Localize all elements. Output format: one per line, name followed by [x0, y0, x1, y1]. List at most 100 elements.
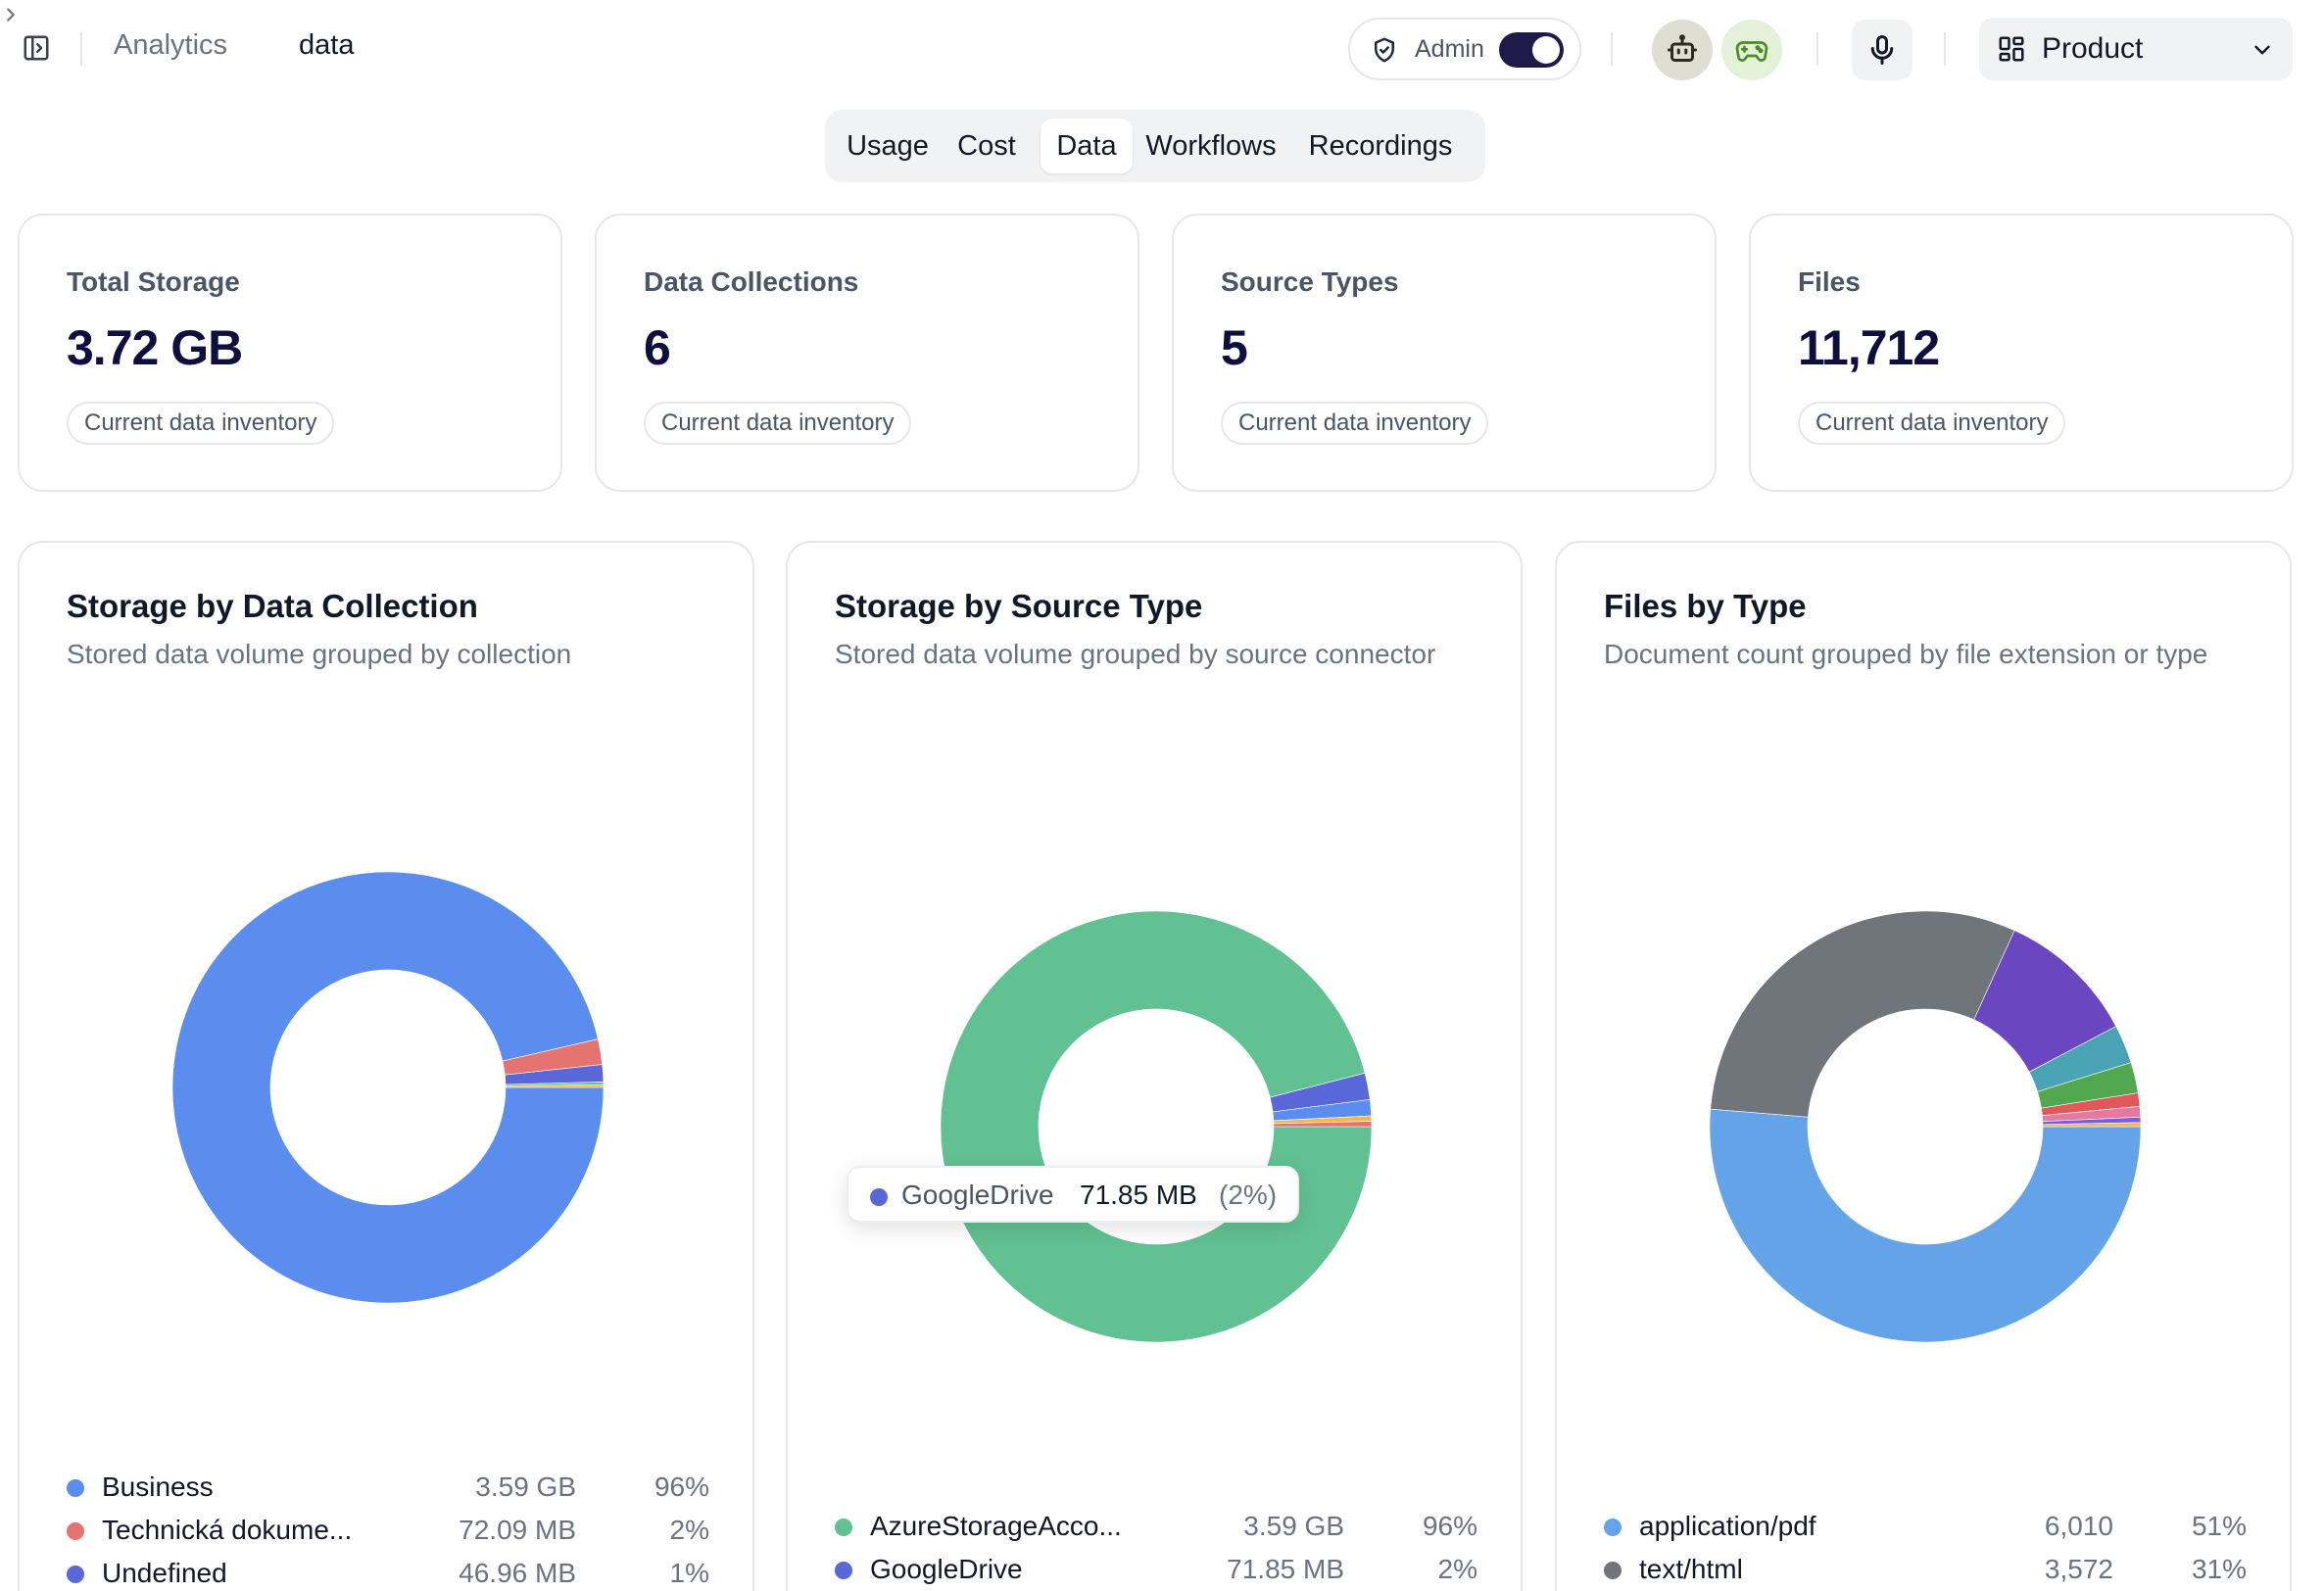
chart-title: Files by Type: [1604, 588, 1807, 624]
donut-chart-files-by-type[interactable]: [1704, 905, 2147, 1348]
chart-card-storage-by-collection: Storage by Data Collection Stored data v…: [18, 541, 754, 1591]
sidebar-toggle-icon[interactable]: [22, 33, 51, 63]
stat-title: Source Types: [1221, 266, 1399, 297]
legend-label: GoogleDrive: [870, 1554, 1023, 1584]
game-button[interactable]: [1721, 20, 1782, 80]
legend-percent: 96%: [654, 1471, 709, 1502]
chart-description: Document count grouped by file extension…: [1604, 639, 2208, 669]
admin-switch[interactable]: [1499, 32, 1564, 68]
legend-item[interactable]: GoogleDrive 71.85 MB 2%: [835, 1550, 1477, 1589]
admin-toggle[interactable]: Admin: [1348, 18, 1581, 80]
stat-card-source-types: Source Types 5 Current data inventory: [1172, 214, 1717, 492]
gamepad-icon: [1735, 41, 1768, 62]
legend-item[interactable]: application/pdf 6,010 51%: [1604, 1507, 2247, 1546]
grid-icon: [1999, 36, 2024, 62]
product-select-label: Product: [2042, 32, 2144, 65]
tab-recordings[interactable]: Recordings: [1308, 130, 1453, 162]
stat-value: 11,712: [1798, 320, 1940, 375]
stat-badge: Current data inventory: [67, 402, 335, 445]
stat-badge: Current data inventory: [644, 402, 912, 445]
legend-dot: [67, 1522, 84, 1540]
donut-chart-storage-by-collection[interactable]: [167, 866, 609, 1309]
legend-item[interactable]: Technická dokume... 72.09 MB 2%: [67, 1511, 709, 1550]
legend-dot: [1604, 1562, 1622, 1579]
tab-usage[interactable]: Usage: [847, 130, 929, 162]
tooltip-label: GoogleDrive: [901, 1180, 1054, 1210]
stat-title: Data Collections: [644, 266, 859, 297]
microphone-button[interactable]: [1852, 20, 1912, 80]
donut-slice-4[interactable]: [505, 1084, 605, 1088]
divider: [80, 32, 82, 66]
divider: [1816, 32, 1818, 66]
tooltip-value: 71.85 MB: [1080, 1180, 1197, 1210]
microphone-icon: [1870, 35, 1894, 65]
legend-dot: [835, 1562, 852, 1579]
legend-value: 46.96 MB: [459, 1558, 576, 1588]
breadcrumb-parent[interactable]: Analytics: [114, 29, 228, 61]
product-select[interactable]: Product: [1979, 18, 2293, 80]
donut-slice-8[interactable]: [2042, 1122, 2142, 1128]
tooltip-percent: (2%): [1219, 1180, 1278, 1210]
legend-percent: 2%: [1437, 1554, 1477, 1584]
chart-card-files-by-type: Files by Type Document count grouped by …: [1555, 541, 2292, 1591]
donut-slice-4[interactable]: [1273, 1121, 1373, 1128]
chart-card-storage-by-source: Storage by Source Type Stored data volum…: [786, 541, 1523, 1591]
donut-slice-application-pdf[interactable]: [1709, 1108, 2142, 1343]
chart-tooltip: GoogleDrive 71.85 MB (2%): [847, 1166, 1299, 1223]
legend-item[interactable]: AzureStorageAcco... 3.59 GB 96%: [835, 1507, 1477, 1546]
chart-description: Stored data volume grouped by collection: [67, 639, 572, 669]
donut-slice-text-html[interactable]: [1710, 910, 2015, 1118]
chart-title: Storage by Data Collection: [67, 588, 478, 624]
legend-dot: [67, 1566, 84, 1583]
legend-label: application/pdf: [1639, 1511, 1816, 1541]
stat-card-files: Files 11,712 Current data inventory: [1749, 214, 2294, 492]
legend-label: AzureStorageAcco...: [870, 1511, 1122, 1541]
assistant-button[interactable]: [1652, 20, 1713, 80]
tab-cost[interactable]: Cost: [957, 130, 1016, 162]
legend-label: Business: [102, 1471, 214, 1502]
legend-value: 71.85 MB: [1227, 1554, 1344, 1584]
legend-percent: 1%: [669, 1558, 709, 1588]
tab-workflows[interactable]: Workflows: [1145, 130, 1277, 162]
legend-dot: [835, 1519, 852, 1536]
top-bar: Analytics data Admin: [0, 0, 2324, 98]
robot-icon: [1668, 34, 1697, 62]
chevron-right-icon: [7, 8, 15, 22]
legend-value: 3.59 GB: [475, 1471, 576, 1502]
legend-value: 3.59 GB: [1243, 1511, 1344, 1541]
stat-title: Total Storage: [67, 266, 240, 297]
stat-value: 6: [644, 320, 671, 375]
chevron-down-icon: [2254, 45, 2270, 55]
legend-label: Undefined: [102, 1558, 227, 1588]
legend-dot: [1604, 1519, 1622, 1536]
stat-value: 5: [1221, 320, 1248, 375]
donut-chart-storage-by-source[interactable]: [935, 905, 1378, 1348]
stat-badge: Current data inventory: [1798, 402, 2066, 445]
legend-item[interactable]: text/html 3,572 31%: [1604, 1550, 2247, 1589]
stat-title: Files: [1798, 266, 1861, 297]
legend-percent: 2%: [669, 1515, 709, 1545]
shield-icon: [1375, 37, 1394, 63]
legend-item[interactable]: Business 3.59 GB 96%: [67, 1468, 709, 1507]
legend-dot: [67, 1479, 84, 1497]
view-tabs: Usage Cost Data Workflows Recordings: [825, 110, 1485, 182]
tab-data[interactable]: Data: [1041, 119, 1133, 173]
donut-slice-business[interactable]: [171, 871, 605, 1304]
admin-label: Admin: [1415, 35, 1484, 63]
stat-badge: Current data inventory: [1221, 402, 1489, 445]
switch-knob: [1532, 36, 1560, 64]
legend-item[interactable]: Undefined 46.96 MB 1%: [67, 1554, 709, 1591]
divider: [1944, 32, 1946, 66]
legend-value: 72.09 MB: [459, 1515, 576, 1545]
legend-percent: 31%: [2191, 1554, 2247, 1584]
legend-percent: 96%: [1422, 1511, 1477, 1541]
chart-title: Storage by Source Type: [835, 588, 1203, 624]
legend-value: 3,572: [2044, 1554, 2113, 1584]
stat-card-data-collections: Data Collections 6 Current data inventor…: [595, 214, 1139, 492]
breadcrumb-current: data: [299, 29, 355, 61]
legend-label: Technická dokume...: [102, 1515, 353, 1545]
legend-percent: 51%: [2191, 1511, 2247, 1541]
legend-value: 6,010: [2044, 1511, 2113, 1541]
chart-description: Stored data volume grouped by source con…: [835, 639, 1436, 669]
tooltip-dot: [870, 1188, 888, 1206]
